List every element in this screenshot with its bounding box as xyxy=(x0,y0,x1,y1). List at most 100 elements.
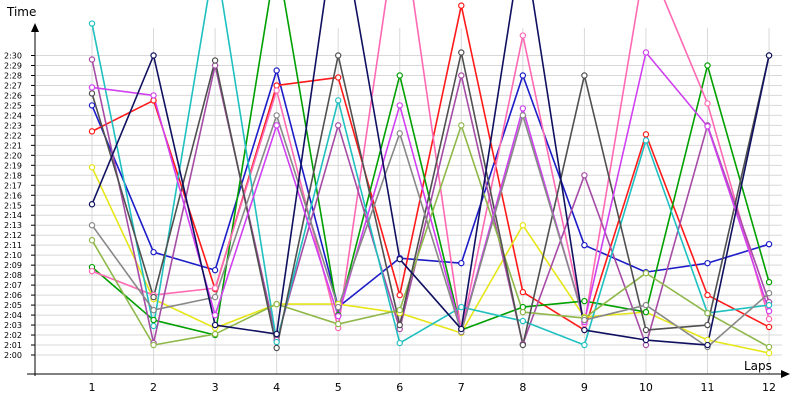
data-point xyxy=(519,308,527,316)
data-point xyxy=(581,326,588,334)
data-point xyxy=(765,278,773,286)
data-point xyxy=(88,20,96,27)
data-point xyxy=(150,92,157,99)
data-point xyxy=(704,309,711,317)
data-point xyxy=(765,289,773,297)
data-point xyxy=(704,341,711,349)
x-tick-label: 7 xyxy=(458,381,465,394)
y-tick-label: 2:09 xyxy=(4,261,22,270)
data-point xyxy=(396,306,403,314)
data-point xyxy=(396,72,403,79)
y-axis-title: Time xyxy=(6,5,36,19)
series-line-6 xyxy=(91,59,770,346)
data-point xyxy=(458,49,465,56)
data-point xyxy=(458,122,465,129)
x-tick-label: 5 xyxy=(335,381,342,394)
y-tick-label: 2:16 xyxy=(4,191,22,200)
y-tick-label: 2:17 xyxy=(4,181,22,190)
data-point xyxy=(642,301,650,309)
data-point xyxy=(273,338,280,346)
data-point xyxy=(765,307,773,315)
data-point xyxy=(642,131,650,138)
data-point xyxy=(335,52,342,59)
y-tick-label: 2:00 xyxy=(4,351,22,360)
data-point xyxy=(335,303,342,311)
data-point xyxy=(581,297,588,305)
data-point xyxy=(88,236,96,244)
series-line-2 xyxy=(91,4,770,331)
x-axis-title: Laps xyxy=(744,359,772,373)
data-point xyxy=(88,128,96,135)
data-point xyxy=(765,343,773,351)
data-point xyxy=(704,291,711,299)
data-point xyxy=(765,52,773,59)
data-point xyxy=(396,130,403,137)
x-tick-label: 10 xyxy=(639,381,653,394)
data-point xyxy=(150,306,157,314)
data-point xyxy=(273,87,280,94)
x-tick-label: 11 xyxy=(701,381,715,394)
data-point xyxy=(642,336,650,344)
y-tick-label: 2:02 xyxy=(4,331,22,340)
data-point xyxy=(519,341,527,349)
series-line-5 xyxy=(91,0,770,333)
data-point xyxy=(211,321,219,329)
x-tick-label: 4 xyxy=(273,381,280,394)
x-tick-label: 12 xyxy=(762,381,776,394)
y-tick-label: 2:30 xyxy=(4,52,22,61)
data-point xyxy=(273,300,280,308)
x-tick-label: 3 xyxy=(212,381,219,394)
data-point xyxy=(335,97,342,104)
x-tick-labels: 1 2 3 4 5 6 7 8 9 10 11 12 xyxy=(89,381,777,394)
series-markers xyxy=(88,2,773,357)
data-point xyxy=(458,303,465,311)
data-point xyxy=(396,102,403,109)
y-tick-label: 2:04 xyxy=(4,311,22,320)
data-point xyxy=(335,122,342,129)
y-tick-label: 2:19 xyxy=(4,161,22,170)
series-line-7 xyxy=(91,0,770,346)
data-point xyxy=(704,123,711,130)
data-point xyxy=(765,323,773,331)
data-point xyxy=(581,341,588,349)
y-axis-arrow xyxy=(31,23,39,32)
data-point xyxy=(519,288,527,296)
data-point xyxy=(396,339,403,347)
y-tick-label: 2:14 xyxy=(4,211,22,220)
data-point xyxy=(642,49,650,56)
data-point xyxy=(88,56,96,63)
y-tick-label: 2:24 xyxy=(4,111,22,120)
axes: Time Laps xyxy=(6,5,790,378)
data-point xyxy=(273,330,280,338)
data-point xyxy=(519,317,527,325)
data-point xyxy=(519,222,527,229)
x-tick-label: 1 xyxy=(89,381,96,394)
data-point xyxy=(519,72,527,79)
x-tick-label: 2 xyxy=(150,381,157,394)
data-point xyxy=(519,112,527,119)
data-point xyxy=(273,344,280,352)
series-line-9 xyxy=(91,51,770,349)
y-tick-label: 2:07 xyxy=(4,281,22,290)
y-tick-label: 2:03 xyxy=(4,321,22,330)
data-point xyxy=(519,32,527,39)
data-point xyxy=(88,222,96,229)
y-tick-label: 2:10 xyxy=(4,251,22,260)
series-line-3 xyxy=(91,166,770,354)
data-point xyxy=(458,259,465,267)
data-point xyxy=(88,164,96,171)
data-point xyxy=(150,52,157,59)
data-point xyxy=(642,308,650,316)
data-point xyxy=(211,293,219,301)
data-point xyxy=(704,62,711,69)
y-tick-label: 2:20 xyxy=(4,151,22,160)
data-point xyxy=(704,100,711,107)
data-point xyxy=(88,201,96,208)
data-point xyxy=(642,269,650,277)
data-point xyxy=(150,248,157,256)
data-point xyxy=(396,291,403,299)
y-tick-labels: 2:002:012:022:032:042:052:062:072:082:09… xyxy=(4,52,35,360)
data-point xyxy=(765,315,773,323)
y-tick-label: 2:28 xyxy=(4,71,22,80)
